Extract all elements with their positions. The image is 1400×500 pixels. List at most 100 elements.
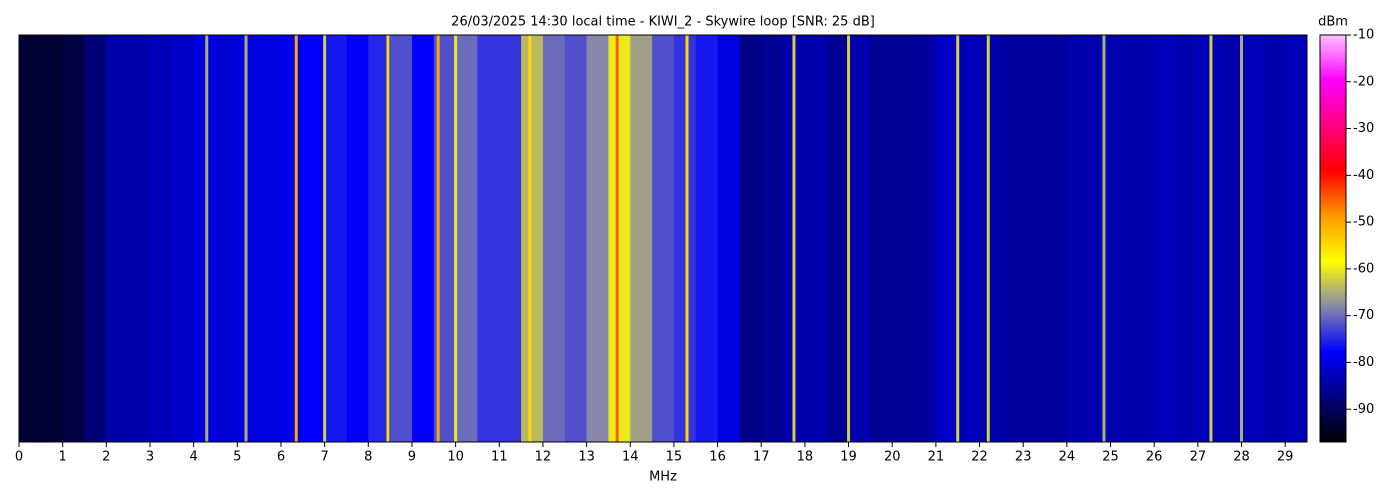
x-tick-label: 13	[578, 450, 595, 465]
spectrum-column	[673, 35, 697, 442]
spectrum-column	[717, 35, 740, 442]
x-tick-label: 7	[320, 450, 328, 465]
spectrum-column	[499, 35, 522, 442]
spectrum-column	[1176, 35, 1199, 442]
x-tick-label: 8	[364, 450, 372, 465]
colorbar-tick-label: -80	[1353, 355, 1374, 370]
spectrum-column	[870, 35, 893, 442]
spectrum-column	[302, 35, 326, 442]
spectrum-column	[1001, 35, 1024, 442]
colorbar-tick-label: -60	[1353, 261, 1374, 276]
x-tick-label: 14	[622, 450, 639, 465]
spectrum-column	[128, 35, 151, 442]
plot-frame	[18, 34, 1308, 443]
spectrum-column	[411, 35, 435, 442]
spectrum-column	[914, 35, 937, 442]
spectrum-column	[564, 35, 588, 442]
x-tick-label: 4	[190, 450, 198, 465]
x-tick-label: 29	[1277, 450, 1294, 465]
x-tick-label: 26	[1146, 450, 1163, 465]
spectrum-column	[324, 35, 347, 442]
spectrum-column	[1088, 35, 1112, 442]
spectrum-column	[761, 35, 784, 442]
spectrum-column	[586, 35, 609, 442]
x-tick-label: 9	[408, 450, 416, 465]
spectrum-column	[804, 35, 828, 442]
spectrum-column	[935, 35, 959, 442]
x-tick-label: 0	[15, 450, 23, 465]
spectrum-column	[237, 35, 260, 442]
x-axis-label: MHz	[649, 470, 677, 485]
x-tick-label: 10	[447, 450, 464, 465]
carrier-line	[386, 35, 390, 442]
heatmap	[19, 35, 1308, 442]
carrier-line	[323, 35, 327, 442]
spectrum-column	[280, 35, 304, 442]
x-tick-label: 28	[1233, 450, 1250, 465]
spectrum-column	[1023, 35, 1046, 442]
spectrum-column	[739, 35, 762, 442]
carrier-line	[244, 35, 248, 442]
x-tick-label: 3	[146, 450, 154, 465]
spectrum-column	[1110, 35, 1133, 442]
spectrum-column	[1197, 35, 1221, 442]
spectrum-column	[957, 35, 981, 442]
x-tick-label: 15	[666, 450, 683, 465]
spectrum-column	[19, 35, 42, 442]
spectrum-column	[40, 35, 64, 442]
x-tick-label: 23	[1015, 450, 1032, 465]
spectrum-column	[106, 35, 129, 442]
colorbar-tick-label: -50	[1353, 215, 1374, 230]
spectrum-column	[477, 35, 500, 442]
spectrum-column	[455, 35, 478, 442]
spectrum-column	[979, 35, 1002, 442]
carrier-line	[294, 35, 298, 442]
x-tick-label: 27	[1190, 450, 1207, 465]
spectrum-column	[652, 35, 675, 442]
colorbar-label: dBm	[1318, 15, 1348, 30]
colorbar-tick-label: -70	[1353, 308, 1374, 323]
spectrum-column	[1045, 35, 1068, 442]
spectrum-column	[630, 35, 653, 442]
spectrum-column	[848, 35, 871, 442]
x-tick-label: 6	[277, 450, 285, 465]
spectrum-column	[346, 35, 369, 442]
carrier-line	[1240, 35, 1244, 442]
x-tick-label: 1	[59, 450, 67, 465]
x-tick-label: 19	[840, 450, 857, 465]
colorbar-tick-label: -10	[1353, 28, 1374, 43]
x-tick-label: 5	[233, 450, 241, 465]
carrier-line	[454, 35, 458, 442]
colorbar	[1319, 34, 1347, 443]
x-tick-label: 2	[102, 450, 110, 465]
carrier-line	[615, 35, 619, 442]
carrier-line	[436, 35, 440, 442]
spectrum-column	[259, 35, 282, 442]
x-tick-label: 16	[709, 450, 726, 465]
spectrum-column	[84, 35, 107, 442]
carrier-line	[792, 35, 796, 442]
spectrum-column	[521, 35, 544, 442]
spectrum-column	[826, 35, 850, 442]
x-tick-label: 21	[928, 450, 945, 465]
carrier-line	[847, 35, 851, 442]
spectrum-column	[390, 35, 413, 442]
spectrum-column	[695, 35, 719, 442]
carrier-line	[685, 35, 689, 442]
colorbar-tick-label: -30	[1353, 121, 1374, 136]
x-tick-label: 22	[971, 450, 988, 465]
carrier-line	[956, 35, 960, 442]
spectrum-column	[368, 35, 391, 442]
x-tick-label: 20	[884, 450, 901, 465]
spectrum-column	[892, 35, 915, 442]
x-tick-label: 11	[491, 450, 508, 465]
spectrum-column	[62, 35, 85, 442]
colorbar-tick-label: -40	[1353, 168, 1374, 183]
spectrum-column	[149, 35, 173, 442]
x-tick-label: 25	[1102, 450, 1119, 465]
carrier-line	[528, 35, 532, 442]
spectrum-column	[171, 35, 195, 442]
x-tick-label: 24	[1059, 450, 1076, 465]
carrier-line	[1102, 35, 1106, 442]
spectrum-column	[1241, 35, 1264, 442]
